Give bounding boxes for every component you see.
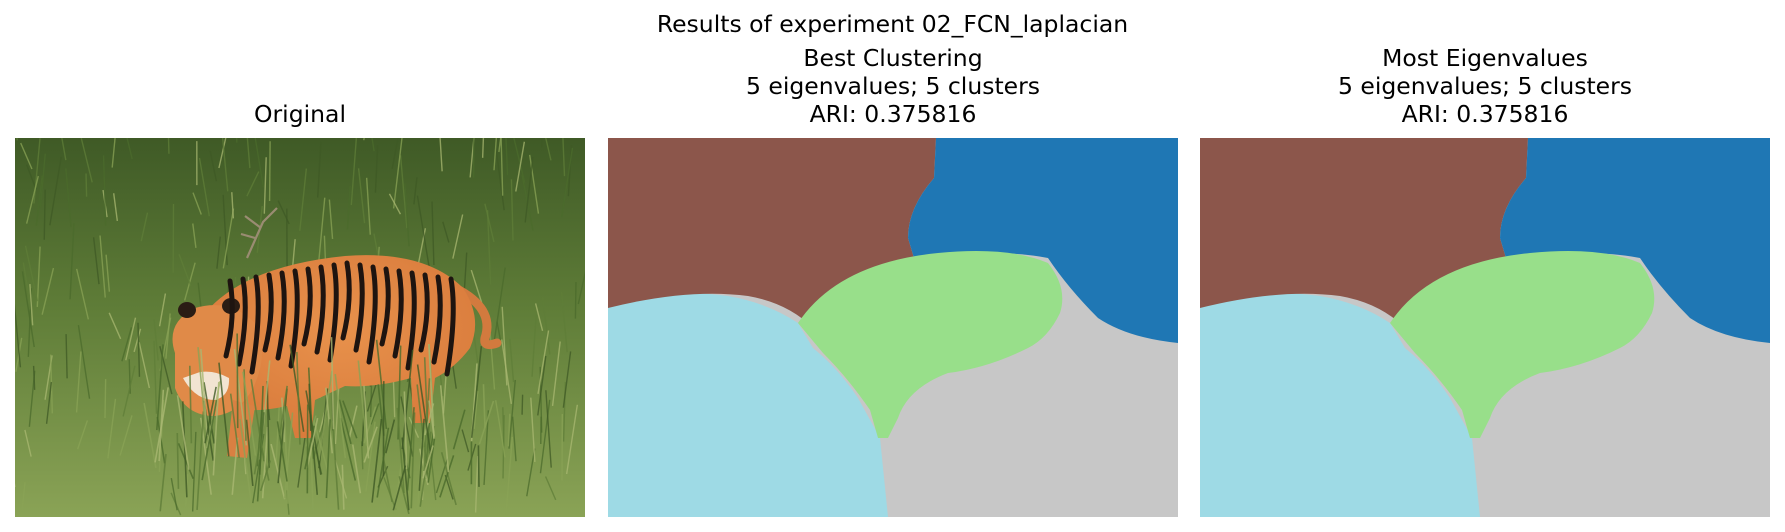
foreground-grass	[143, 333, 495, 517]
panel-title-most-line1: Most Eigenvalues	[1382, 44, 1588, 72]
panel-title-most-line3: ARI: 0.375816	[1401, 100, 1569, 128]
panel-title-most-line2: 5 eigenvalues; 5 clusters	[1337, 72, 1633, 100]
region-cyan	[608, 292, 888, 517]
most-eigenvalues-map	[1200, 138, 1770, 517]
tiger-tail	[450, 283, 502, 350]
best-clustering-map	[608, 138, 1178, 517]
panel-title-best-line3: ARI: 0.375816	[809, 100, 977, 128]
original-image	[15, 138, 585, 517]
tiger-stripes	[223, 260, 456, 377]
panel-original: Original	[15, 0, 585, 532]
region-green	[798, 250, 1063, 438]
region-cyan	[1200, 292, 1480, 517]
figure-suptitle: Results of experiment 02_FCN_laplacian	[656, 10, 1129, 38]
tiger-ear-left	[178, 302, 196, 318]
panel-title-best-line1: Best Clustering	[803, 44, 983, 72]
panel-most-eigenvalues: Most Eigenvalues 5 eigenvalues; 5 cluste…	[1200, 0, 1770, 532]
panel-title-original: Original	[254, 100, 346, 128]
region-blue	[908, 138, 1178, 343]
region-blue	[1500, 138, 1770, 343]
panel-title-best-line2: 5 eigenvalues; 5 clusters	[745, 72, 1041, 100]
region-green	[1390, 250, 1655, 438]
panel-best-clustering: Best Clustering 5 eigenvalues; 5 cluster…	[608, 0, 1178, 532]
branch	[240, 207, 278, 259]
